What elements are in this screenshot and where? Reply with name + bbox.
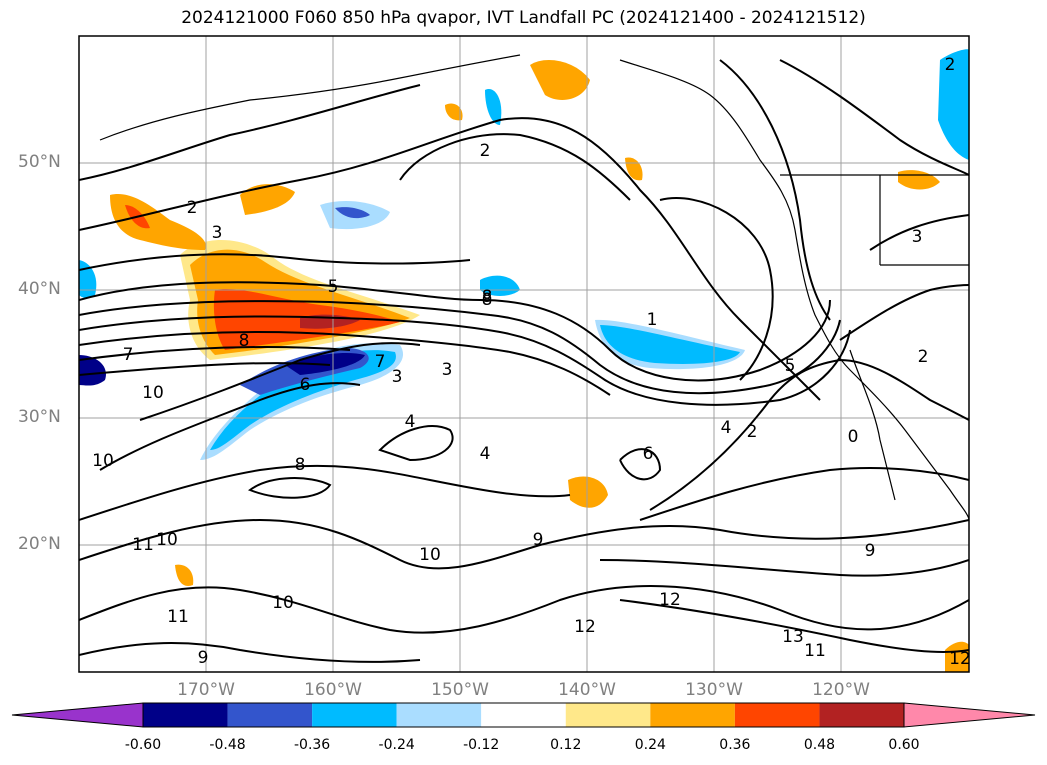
colorbar-segment <box>312 703 397 727</box>
colorbar-tick-label: 0.36 <box>719 737 751 753</box>
contour-label: 9 <box>533 530 544 550</box>
contour-label: 10 <box>419 545 441 565</box>
contour-label: 6 <box>300 375 311 395</box>
lon-label: 150°W <box>431 680 489 700</box>
contour-label: 8 <box>239 331 250 351</box>
contour-label: 8 <box>295 455 306 475</box>
colorbar-extend-max <box>903 702 1036 728</box>
contour-label: 12 <box>949 649 971 669</box>
contour-label: 5 <box>328 277 339 297</box>
coastlines <box>99 54 969 521</box>
colorbar-extend-min <box>11 702 144 728</box>
lat-label: 50°N <box>18 152 61 172</box>
colorbar-segment <box>819 703 904 727</box>
contour-label: 2 <box>480 141 491 161</box>
map-title: 2024121000 F060 850 hPa qvapor, IVT Land… <box>181 8 866 28</box>
contour-label: 9 <box>198 648 209 668</box>
contour-label: 12 <box>574 617 596 637</box>
contour-label: 4 <box>721 418 732 438</box>
colorbar-tick-label: -0.24 <box>378 737 415 753</box>
lon-label: 120°W <box>812 680 870 700</box>
colorbar-tick-label: 0.24 <box>634 737 666 753</box>
contour-label: 11 <box>167 607 189 627</box>
lat-label: 20°N <box>18 533 61 554</box>
contour-label: 8 <box>482 290 493 310</box>
contour-label: 9 <box>865 541 876 561</box>
colorbar-segment <box>143 703 228 727</box>
colorbar-segment <box>227 703 313 727</box>
lat-label: 40°N <box>18 279 61 300</box>
contour-label: 11 <box>132 535 154 555</box>
contour-label: 4 <box>480 444 491 464</box>
contour-label: 2 <box>187 198 198 218</box>
contour-label: 4 <box>405 412 416 432</box>
contour-label: 3 <box>212 223 223 243</box>
lon-label: 170°W <box>177 680 235 700</box>
colorbar <box>11 702 1036 728</box>
contour-label: 3 <box>392 367 403 387</box>
lat-label: 30°N <box>18 406 61 427</box>
contour-label: 7 <box>123 345 134 365</box>
colorbar-frame <box>142 702 905 728</box>
contour-label: 11 <box>804 641 826 661</box>
colorbar-segment <box>650 703 735 727</box>
lon-label: 140°W <box>558 680 616 700</box>
contour-label: 7 <box>375 352 386 372</box>
colorbar-tick-label: -0.48 <box>209 737 246 753</box>
contour-label: 10 <box>142 383 164 403</box>
lon-label: 130°W <box>685 680 743 700</box>
colorbar-segment <box>734 703 820 727</box>
contour-label: 12 <box>659 590 681 610</box>
colorbar-segment <box>481 703 566 727</box>
colorbar-segment <box>396 703 482 727</box>
contour-label: 3 <box>442 360 453 380</box>
contour-layer <box>79 59 969 663</box>
contour-label: 10 <box>156 530 178 550</box>
contour-label: 5 <box>785 356 796 376</box>
contour-label: 10 <box>92 451 114 471</box>
contour-label: 1 <box>647 310 658 330</box>
contour-label: 3 <box>912 227 923 247</box>
lon-label: 160°W <box>304 680 362 700</box>
contour-label: 2 <box>918 347 929 367</box>
colorbar-segment <box>565 703 651 727</box>
contour-label: 6 <box>643 444 654 464</box>
contour-label: 8 <box>482 287 493 307</box>
colorbar-tick-label: -0.36 <box>293 737 331 753</box>
colorbar-tick-label: -0.60 <box>124 737 162 753</box>
colorbar-tick-label: -0.12 <box>463 737 500 753</box>
contour-label: 0 <box>848 427 859 447</box>
colorbar-tick-label: 0.12 <box>550 737 582 753</box>
plot-frame <box>78 35 970 673</box>
contour-label: 2 <box>945 55 956 75</box>
contour-label: 13 <box>782 627 804 647</box>
colorbar-tick-label: 0.60 <box>888 737 920 753</box>
colorbar-tick-label: 0.48 <box>803 737 836 753</box>
contour-label: 2 <box>747 422 758 442</box>
contour-label: 10 <box>272 593 294 613</box>
